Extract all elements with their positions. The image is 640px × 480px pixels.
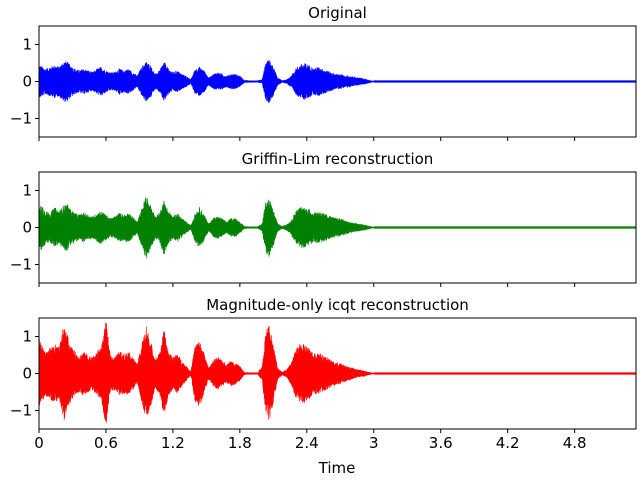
subplot-title: Magnitude-only icqt reconstruction bbox=[206, 296, 469, 314]
y-tick-label: 0 bbox=[22, 365, 32, 383]
waveform-series bbox=[38, 60, 636, 103]
y-tick-label: 1 bbox=[22, 36, 32, 54]
x-axis-label: Time bbox=[318, 459, 356, 477]
x-tick-label: 4.8 bbox=[563, 434, 587, 452]
x-tick-label: 0 bbox=[34, 434, 44, 452]
y-tick-label: −1 bbox=[10, 110, 32, 128]
x-tick-label: 1.8 bbox=[228, 434, 252, 452]
y-tick-label: −1 bbox=[10, 402, 32, 420]
subplot-1: Original −1 0 1 bbox=[10, 4, 637, 141]
subplot-title: Griffin-Lim reconstruction bbox=[242, 150, 434, 168]
y-tick-label: 0 bbox=[22, 73, 32, 91]
waveform-series bbox=[38, 322, 636, 423]
y-tick-label: 0 bbox=[22, 219, 32, 237]
x-tick-label: 1.2 bbox=[161, 434, 185, 452]
y-tick-label: 1 bbox=[22, 182, 32, 200]
y-tick-label: −1 bbox=[10, 256, 32, 274]
subplot-2: Griffin-Lim reconstruction −1 0 1 bbox=[10, 150, 637, 287]
x-tick-label: 2.4 bbox=[295, 434, 319, 452]
waveform-series bbox=[38, 197, 636, 259]
x-tick-label: 3 bbox=[369, 434, 379, 452]
x-tick-label: 3.6 bbox=[429, 434, 453, 452]
x-tick-label: 0.6 bbox=[94, 434, 118, 452]
y-tick-label: 1 bbox=[22, 328, 32, 346]
x-tick-label: 4.2 bbox=[496, 434, 520, 452]
subplot-title: Original bbox=[308, 4, 367, 22]
